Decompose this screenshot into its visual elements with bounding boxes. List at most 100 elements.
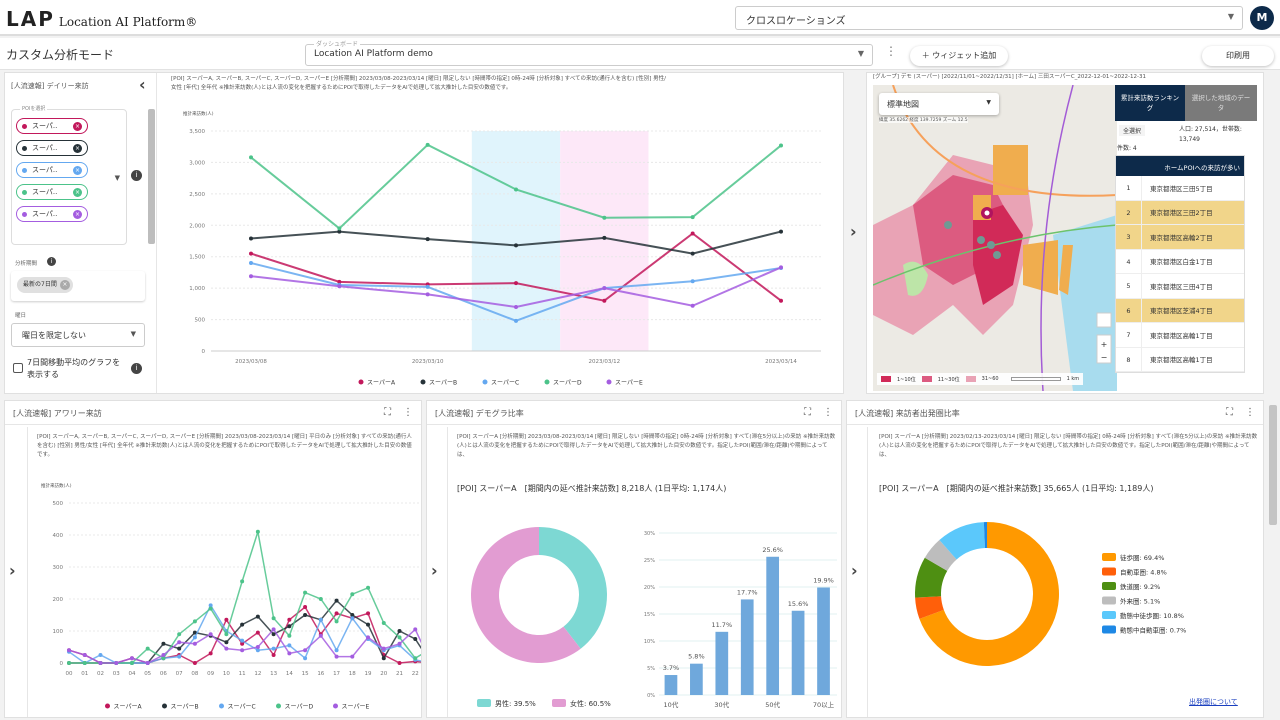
data-point <box>208 632 213 637</box>
print-button[interactable]: 印刷用 <box>1202 46 1274 66</box>
bar <box>791 610 805 695</box>
remove-chip-icon[interactable]: × <box>73 187 82 197</box>
origin-slice <box>915 596 944 619</box>
map-layer-select[interactable]: 標準地図 ▼ <box>879 93 999 115</box>
data-point <box>690 303 695 308</box>
poi-chip[interactable]: スーパ.. × <box>16 118 88 134</box>
expand-arrow-icon[interactable]: › <box>431 561 438 580</box>
hourly-visits-widget: [人流速報] アワリー来訪 ⛶ ⋮ › [POI] スーパーA, スーパーB, ス… <box>4 400 422 718</box>
map-coordinates: 緯度 35.6262 経度 139.7259 ズーム 12.5 <box>879 117 968 123</box>
dashboard-select[interactable]: ダッシュボード Location AI Platform demo ▼ <box>305 39 873 66</box>
tab-selected-area[interactable]: 選択した地域のデータ <box>1185 85 1257 121</box>
period-chip[interactable]: 最新の7日間 × <box>17 277 73 293</box>
poi-chip[interactable]: スーパ.. × <box>16 184 88 200</box>
top-bar: LAP Location AI Platform® クロスロケーションズ ▼ M <box>0 0 1280 36</box>
color-dot-icon <box>22 167 27 173</box>
dashboard-select-label: ダッシュボード <box>314 39 361 48</box>
zoom-controls <box>1096 334 1112 364</box>
expand-arrow-icon[interactable]: › <box>9 561 16 580</box>
add-widget-button[interactable]: ＋ ウィジェット追加 <box>910 46 1008 66</box>
data-point <box>381 646 386 651</box>
map-pin-icon <box>981 207 993 219</box>
more-options-icon[interactable]: ⋮ <box>1245 407 1255 418</box>
data-point <box>271 632 276 637</box>
scrollbar[interactable] <box>148 109 155 244</box>
data-point <box>255 614 260 619</box>
table-row[interactable]: 8 東京都港区高輪1丁目 <box>1116 347 1244 372</box>
expand-arrow-icon[interactable]: › <box>851 561 858 580</box>
collapse-icon[interactable]: ‹ <box>139 75 146 94</box>
fullscreen-icon[interactable]: ⛶ <box>804 407 811 418</box>
remove-chip-icon[interactable]: × <box>73 165 82 175</box>
rank-number: 6 <box>1116 298 1142 322</box>
weekday-label: 曜日 <box>15 313 27 319</box>
table-row[interactable]: 6 東京都港区芝浦4丁目 <box>1116 298 1244 323</box>
fullscreen-icon[interactable]: ⛶ <box>384 407 391 418</box>
data-point <box>240 622 245 627</box>
remove-chip-icon[interactable]: × <box>73 209 82 219</box>
more-options-icon[interactable]: ⋮ <box>823 407 833 418</box>
remove-chip-icon[interactable]: × <box>73 121 82 131</box>
data-point <box>224 640 229 645</box>
table-row[interactable]: 3 東京都港区高輪2丁目 <box>1116 225 1244 250</box>
fullscreen-icon[interactable]: ⛶ <box>1226 407 1233 418</box>
expand-arrow-icon[interactable]: › <box>850 222 857 241</box>
origin-info-link[interactable]: 出発圏について <box>1189 698 1238 706</box>
legend-swatch <box>552 699 566 707</box>
avatar[interactable]: M <box>1250 6 1274 30</box>
info-icon[interactable]: i <box>131 170 142 181</box>
period-select[interactable]: 最新の7日間 × <box>11 271 145 301</box>
poi-chip[interactable]: スーパ.. × <box>16 206 88 222</box>
weekday-select[interactable]: 曜日を限定しない ▼ <box>11 323 145 347</box>
legend-label: 11~30位 <box>937 376 960 383</box>
data-point <box>350 654 355 659</box>
organization-select[interactable]: クロスロケーションズ ▼ <box>735 6 1243 30</box>
select-all-button[interactable]: 全選択 <box>1119 125 1146 136</box>
poi-chip-label: スーパ.. <box>32 188 58 196</box>
poi-chip[interactable]: スーパ.. × <box>16 162 88 178</box>
bar <box>664 675 678 695</box>
demographics-widget: [人流速報] デモグラ比率 ⛶ ⋮ › [POI] スーパーA [分析期間] 20… <box>426 400 842 718</box>
poi-select[interactable]: POIを選択 スーパ.. × スーパ.. × スーパ.. × スーパ.. × スーパ.. × ▼ <box>11 105 127 245</box>
logo[interactable]: LAP Location AI Platform® <box>6 7 197 31</box>
legend-label: 31~60 <box>981 376 999 382</box>
x-tick-label: 22 <box>412 671 419 677</box>
bar <box>740 599 754 695</box>
chevron-down-icon[interactable]: ▼ <box>114 174 120 182</box>
y-tick-label: 2,000 <box>189 223 205 229</box>
data-point <box>779 143 783 148</box>
page-scrollbar[interactable] <box>1269 405 1277 525</box>
tab-ranking[interactable]: 累計来訪数ランキング <box>1115 85 1185 121</box>
poi-chip-label: スーパ.. <box>32 122 58 130</box>
y-tick-label: 2,500 <box>189 192 205 198</box>
data-point <box>255 630 260 635</box>
data-point <box>425 237 430 242</box>
bar-value-label: 17.7% <box>737 588 758 596</box>
color-dot-icon <box>22 189 27 195</box>
table-row[interactable]: 5 東京都港区三田4丁目 <box>1116 274 1244 299</box>
info-icon[interactable]: i <box>47 257 56 266</box>
map-canvas[interactable]: + − <box>873 85 1117 391</box>
remove-chip-icon[interactable]: × <box>59 280 70 290</box>
poi-chip[interactable]: スーパ.. × <box>16 140 88 156</box>
data-point <box>271 653 276 657</box>
legend-marker <box>544 379 550 385</box>
moving-average-checkbox[interactable] <box>13 363 23 373</box>
data-point <box>208 651 213 656</box>
more-options-icon[interactable]: ⋮ <box>403 407 413 418</box>
info-icon[interactable]: i <box>131 363 142 374</box>
area-stats: 人口: 27,514，世帯数: 13,749 <box>1179 126 1242 143</box>
table-row[interactable]: 2 東京都港区三田2丁目 <box>1116 200 1244 225</box>
table-row[interactable]: 7 東京都港区高輪1丁目 <box>1116 323 1244 348</box>
x-tick-label: 12 <box>254 671 261 677</box>
dashboard-select-value: Location AI Platform demo <box>314 49 433 59</box>
data-point <box>381 621 386 625</box>
table-row[interactable]: 1 東京都港区三田5丁目 <box>1116 176 1244 201</box>
data-point <box>303 605 308 609</box>
more-options-icon[interactable]: ⋮ <box>885 44 897 58</box>
data-point <box>161 641 166 646</box>
remove-chip-icon[interactable]: × <box>73 143 82 153</box>
data-point <box>287 624 292 629</box>
table-row[interactable]: 4 東京都港区白金1丁目 <box>1116 249 1244 274</box>
data-point <box>602 235 607 240</box>
